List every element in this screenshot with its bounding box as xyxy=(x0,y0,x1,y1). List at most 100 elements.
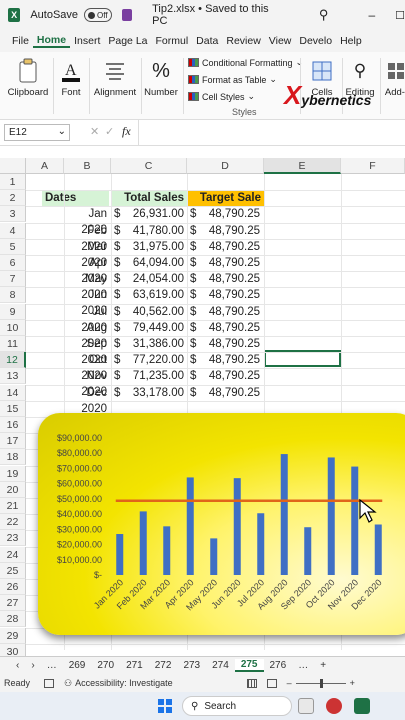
fx-button[interactable]: fx xyxy=(122,124,131,138)
sheet-tab[interactable]: 273 xyxy=(183,660,201,671)
row-header[interactable]: 17 xyxy=(0,433,26,450)
cell-total-sales[interactable]: 71,235.00 xyxy=(132,370,184,383)
more-sheets-icon[interactable]: … xyxy=(46,660,57,671)
cell-styles-button[interactable]: Cell Styles ⌄ xyxy=(188,91,255,102)
addins-group[interactable]: Add-i xyxy=(382,52,405,120)
cell-total-sales[interactable]: 24,054.00 xyxy=(132,273,184,286)
sheet-tab[interactable]: 272 xyxy=(154,660,172,671)
cell-target-sale[interactable]: 48,790.25 xyxy=(208,257,260,269)
cell-currency[interactable]: $ xyxy=(190,386,197,399)
tab-data[interactable]: Data xyxy=(196,35,219,47)
cell-currency[interactable]: $ xyxy=(190,240,197,253)
row-header[interactable]: 23 xyxy=(0,530,26,547)
cell-target-sale[interactable]: 48,790.25 xyxy=(208,386,260,399)
sales-chart[interactable]: $- $10,000.00 $20,000.00 $30,000.00 $40,000.… xyxy=(38,413,405,635)
autosave-toggle[interactable]: Off xyxy=(84,8,112,22)
cells-group[interactable]: Cells xyxy=(304,52,340,120)
cell-target-sale[interactable]: 48,790.25 xyxy=(208,208,260,221)
row-header[interactable]: 29 xyxy=(0,627,26,644)
tab-home[interactable]: Home xyxy=(32,34,71,48)
cell-currency[interactable]: $ xyxy=(114,305,121,318)
cell-date[interactable]: Feb 2020 xyxy=(81,224,107,253)
cell-currency[interactable]: $ xyxy=(114,208,121,221)
row-header[interactable]: 25 xyxy=(0,562,26,579)
cell-date[interactable]: Apr 2020 xyxy=(81,257,107,285)
tab-view[interactable]: View xyxy=(268,35,292,47)
row-header[interactable]: 28 xyxy=(0,611,26,628)
alignment-group[interactable]: Alignment xyxy=(92,52,138,120)
row-header[interactable]: 5 xyxy=(0,238,26,255)
file-title[interactable]: Tip2.xlsx • Saved to this PC xyxy=(152,3,269,27)
cell-total-sales[interactable]: 26,931.00 xyxy=(132,208,184,221)
tab-review[interactable]: Review xyxy=(226,35,261,47)
cell-total-sales[interactable]: 41,780.00 xyxy=(132,224,184,237)
cell-currency[interactable]: $ xyxy=(190,289,197,302)
cell-currency[interactable]: $ xyxy=(190,338,197,350)
cell-currency[interactable]: $ xyxy=(114,370,121,383)
cell-date[interactable]: Sep 2020 xyxy=(81,338,107,366)
cell-currency[interactable]: $ xyxy=(114,273,121,286)
col-header-e[interactable]: E xyxy=(264,158,341,174)
add-sheet-button[interactable]: + xyxy=(320,660,327,671)
row-header[interactable]: 20 xyxy=(0,481,26,498)
next-sheet-icon[interactable]: › xyxy=(31,660,35,671)
worksheet-grid[interactable]: A B C D E F Dates Total Sales Target Sal… xyxy=(0,158,405,661)
row-header[interactable]: 22 xyxy=(0,514,26,531)
row-header[interactable]: 10 xyxy=(0,319,26,336)
sheet-tab[interactable]: 270 xyxy=(97,660,115,671)
save-icon[interactable] xyxy=(121,9,133,21)
cell-currency[interactable]: $ xyxy=(114,321,121,334)
format-as-table-button[interactable]: Format as Table ⌄ xyxy=(188,74,277,85)
clipboard-group[interactable]: Clipboard xyxy=(6,52,50,120)
selected-cell-e12[interactable] xyxy=(264,350,341,367)
row-header[interactable]: 12 xyxy=(0,352,26,369)
chrome-icon[interactable] xyxy=(326,698,342,714)
row-header[interactable]: 19 xyxy=(0,465,26,482)
search-icon[interactable]: ⚲ xyxy=(318,7,329,22)
page-layout-view-icon[interactable] xyxy=(266,678,277,688)
cell-currency[interactable]: $ xyxy=(190,321,197,334)
tab-insert[interactable]: Insert xyxy=(74,35,101,47)
cell-currency[interactable]: $ xyxy=(114,354,121,367)
more-sheets-right-icon[interactable]: … xyxy=(298,660,309,671)
zoom-out-icon[interactable]: – xyxy=(286,678,292,688)
cell-target-sale[interactable]: 48,790.25 xyxy=(208,321,260,334)
cell-target-sale[interactable]: 48,790.25 xyxy=(208,370,260,383)
cell-date[interactable]: Oct 2020 xyxy=(81,354,107,383)
windows-start-icon[interactable] xyxy=(158,699,172,713)
row-header[interactable]: 2 xyxy=(0,190,26,207)
enter-icon[interactable]: ✓ xyxy=(105,126,115,138)
cell-date[interactable]: Jan 2020 xyxy=(81,208,107,237)
task-view-icon[interactable] xyxy=(298,698,314,714)
sheet-tab[interactable]: 269 xyxy=(68,660,86,671)
row-header[interactable]: 11 xyxy=(0,336,26,352)
cell-date[interactable]: Jul 2020 xyxy=(81,305,107,334)
conditional-formatting-button[interactable]: Conditional Formatting⌄ xyxy=(188,57,303,68)
cell-target-sale[interactable]: 48,790.25 xyxy=(208,338,260,350)
excel-taskbar-icon[interactable] xyxy=(354,698,370,714)
row-header[interactable]: 24 xyxy=(0,546,26,563)
row-header[interactable]: 3 xyxy=(0,206,26,223)
cell-total-sales[interactable]: 31,386.00 xyxy=(132,338,184,350)
cell-currency[interactable]: $ xyxy=(114,224,121,237)
cell-date[interactable]: May 2020 xyxy=(81,273,107,302)
cell-target-sale[interactable]: 48,790.25 xyxy=(208,354,260,367)
cell-currency[interactable]: $ xyxy=(114,338,121,350)
cell-currency[interactable]: $ xyxy=(190,208,197,221)
row-header[interactable]: 13 xyxy=(0,368,26,385)
sheet-tab[interactable]: 276 xyxy=(269,660,287,671)
cell-currency[interactable]: $ xyxy=(114,386,121,399)
row-header[interactable]: 18 xyxy=(0,449,26,466)
cell-currency[interactable]: $ xyxy=(190,305,197,318)
cell-total-sales[interactable]: 77,220.00 xyxy=(132,354,184,367)
header-target-sale[interactable]: Target Sale xyxy=(187,190,264,206)
cell-currency[interactable]: $ xyxy=(190,273,197,286)
cell-currency[interactable]: $ xyxy=(114,257,121,269)
accessibility-status[interactable]: Accessibility: Investigate xyxy=(75,678,173,688)
normal-view-icon[interactable] xyxy=(246,678,257,688)
tab-formulas[interactable]: Formul xyxy=(155,35,189,47)
cell-currency[interactable]: $ xyxy=(190,224,197,237)
cell-target-sale[interactable]: 48,790.25 xyxy=(208,289,260,302)
tab-file[interactable]: File xyxy=(12,35,29,47)
col-header-c[interactable]: C xyxy=(111,158,187,174)
